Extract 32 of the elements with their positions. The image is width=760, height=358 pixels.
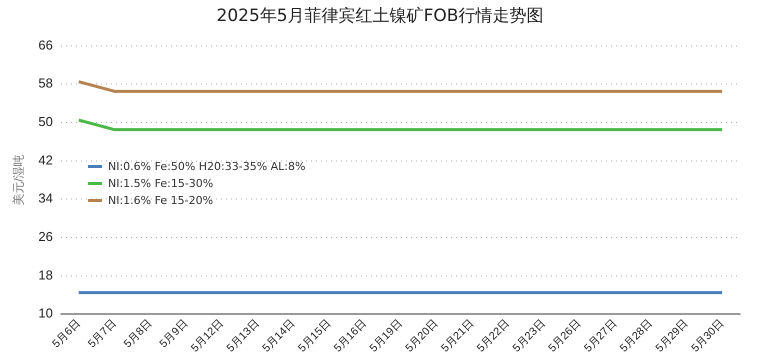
legend-label: NI:0.6% Fe:50% H20:33-35% AL:8% — [108, 160, 306, 173]
x-tick-label: 5月30日 — [689, 318, 726, 355]
y-tick-label: 50 — [38, 114, 53, 130]
x-tick-label: 5月28日 — [618, 318, 655, 355]
x-tick-label: 5月23日 — [510, 318, 548, 355]
legend-label: NI:1.6% Fe 15-20% — [108, 194, 214, 207]
x-tick-label: 5月19日 — [368, 318, 405, 355]
x-tick-label: 5月13日 — [224, 318, 262, 355]
y-tick-label: 58 — [38, 76, 53, 91]
x-tick-label: 5月15日 — [296, 318, 334, 355]
x-tick-label: 5月8日 — [122, 318, 154, 350]
y-axis-title: 美元/湿吨 — [12, 154, 26, 206]
legend-label: NI:1.5% Fe:15-30% — [108, 177, 214, 190]
y-tick-label: 66 — [38, 37, 53, 52]
x-tick-label: 5月20日 — [403, 318, 440, 355]
x-tick-label: 5月26日 — [546, 318, 584, 355]
x-tick-label: 5月6日 — [50, 318, 83, 350]
x-tick-label: 5月7日 — [86, 318, 119, 350]
y-tick-label: 10 — [38, 306, 53, 321]
y-tick-label: 42 — [38, 152, 53, 168]
x-tick-label: 5月27日 — [582, 318, 620, 355]
y-tick-label: 34 — [38, 190, 53, 206]
x-tick-label: 5月14日 — [260, 318, 298, 355]
x-tick-label: 5月21日 — [439, 318, 476, 355]
x-tick-label: 5月9日 — [158, 318, 190, 350]
x-tick-label: 5月12日 — [188, 318, 226, 355]
y-tick-label: 18 — [38, 267, 53, 282]
x-tick-label: 5月16日 — [332, 318, 369, 355]
y-tick-label: 26 — [38, 229, 53, 244]
x-tick-label: 5月29日 — [654, 318, 691, 355]
chart-title: 2025年5月菲律宾红土镍矿FOB行情走势图 — [216, 5, 544, 27]
x-tick-label: 5月22日 — [474, 318, 512, 355]
